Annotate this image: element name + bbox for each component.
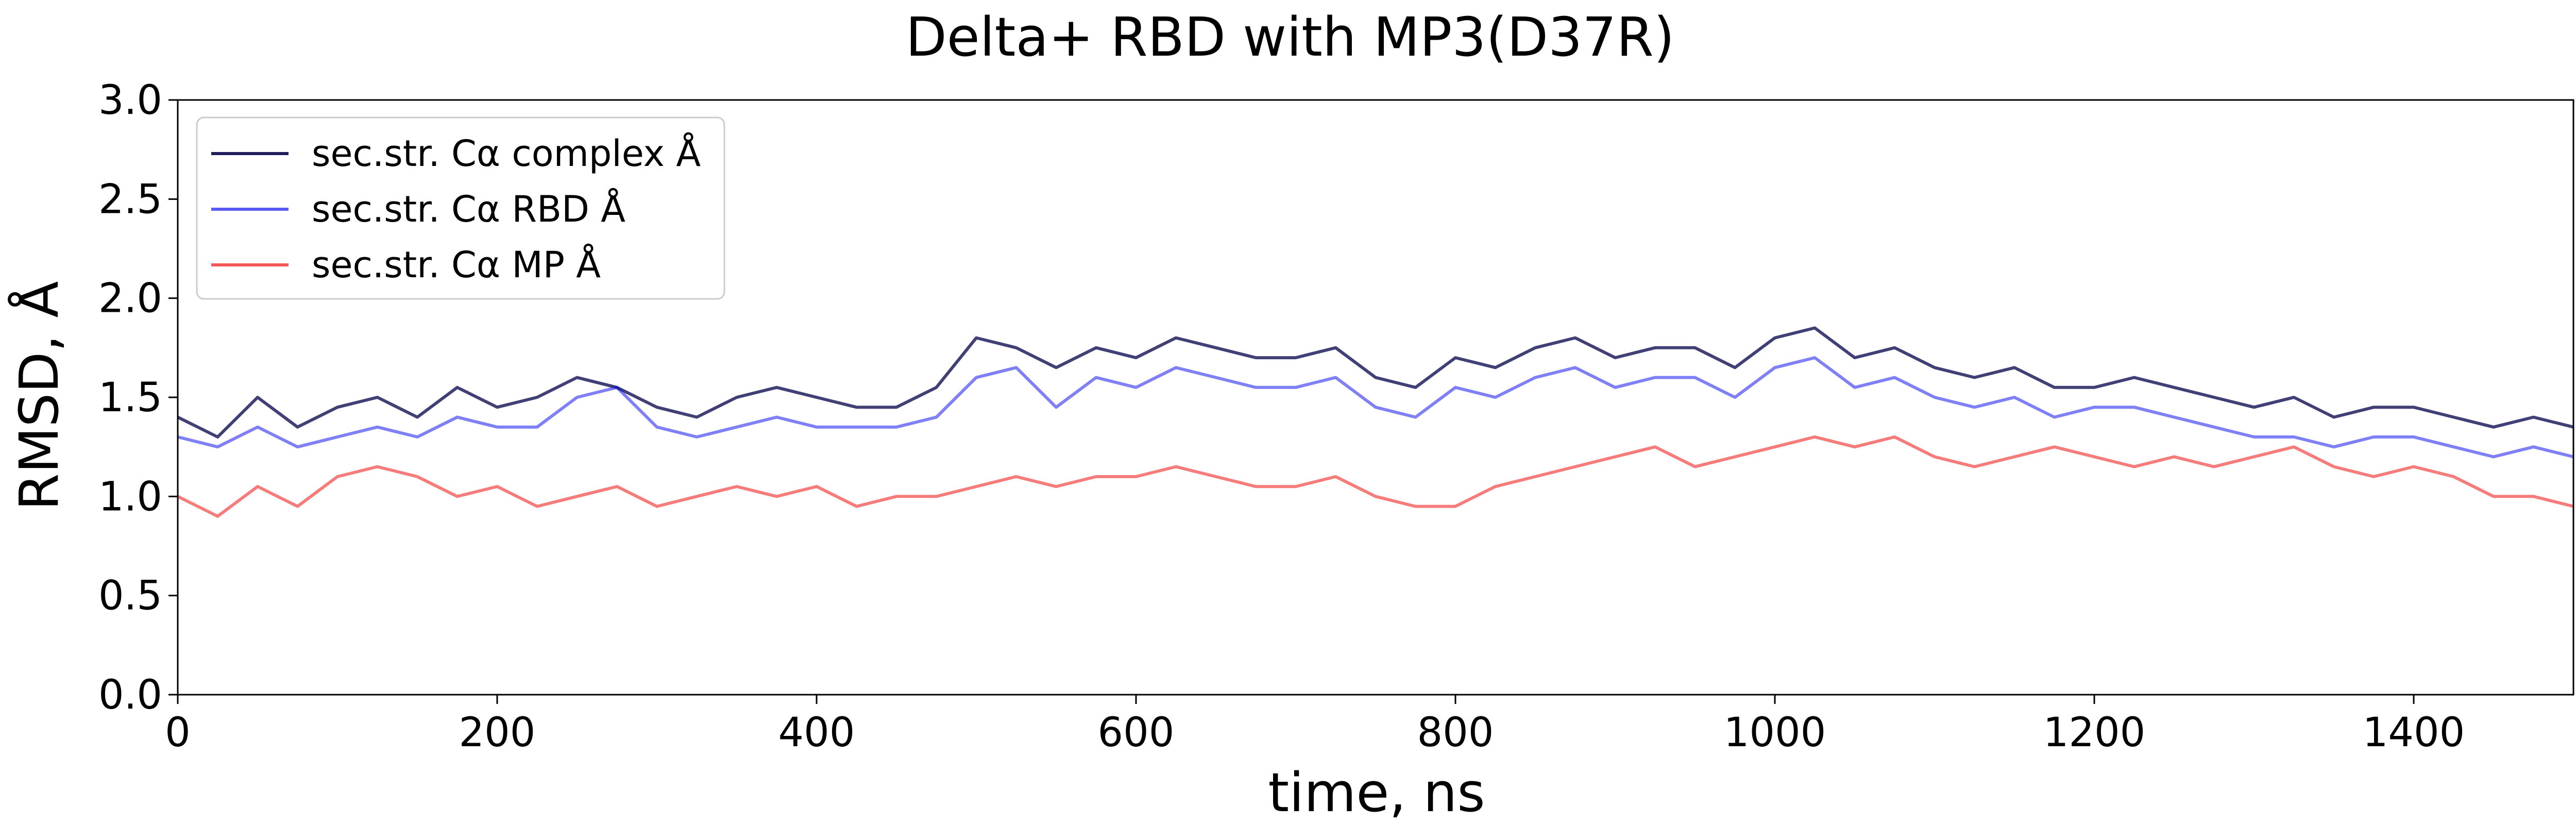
series-line-3: [177, 435, 2574, 518]
x-tick-label: 800: [1417, 710, 1494, 756]
y-axis: 0.0 0.5 1.0 1.5 2.0 2.5 3.0: [98, 77, 178, 718]
y-tick-label: 2.5: [98, 176, 162, 223]
x-axis-title: time, ns: [1268, 761, 1485, 824]
x-tick-label: 1200: [2043, 710, 2146, 756]
x-axis: 0 200 400 600 800 1000 1200 1400: [165, 695, 2465, 756]
y-axis-title: RMSD, Å: [8, 281, 71, 510]
y-tick-label: 1.5: [98, 375, 162, 421]
y-tick-label: 3.0: [98, 77, 162, 124]
x-tick-label: 1000: [1724, 710, 1826, 756]
x-tick-label: 1400: [2363, 710, 2465, 756]
legend-label-3: sec.str. Cα MP Å: [312, 244, 601, 286]
legend-label-2: sec.str. Cα RBD Å: [312, 188, 625, 230]
chart-title: Delta+ RBD with MP3(D37R): [906, 6, 1675, 69]
legend-box: [196, 116, 725, 300]
legend: sec.str. Cα complex Å sec.str. Cα RBD Å se…: [196, 116, 725, 300]
y-tick-label: 0.0: [98, 672, 162, 718]
y-tick-label: 2.0: [98, 276, 162, 322]
x-tick-label: 600: [1098, 710, 1175, 756]
x-tick-label: 400: [778, 710, 855, 756]
series-layer: [177, 326, 2574, 518]
series-line-2: [177, 356, 2574, 459]
legend-label-1: sec.str. Cα complex Å: [312, 132, 701, 175]
x-tick-label: 0: [165, 710, 191, 756]
x-tick-label: 200: [459, 710, 536, 756]
y-tick-label: 1.0: [98, 474, 162, 520]
y-tick-label: 0.5: [98, 573, 162, 619]
series-line-1: [177, 326, 2574, 439]
